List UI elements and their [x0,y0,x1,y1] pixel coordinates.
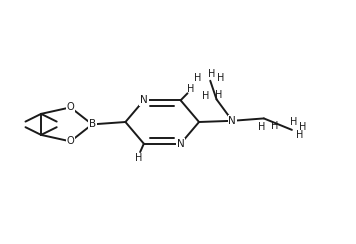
Text: H: H [188,84,195,94]
Text: H: H [217,73,224,83]
Text: H: H [215,90,222,100]
Text: B: B [89,119,96,129]
Text: H: H [296,130,303,140]
Text: O: O [67,136,74,146]
Text: H: H [271,121,278,131]
Text: H: H [201,92,209,102]
Text: H: H [290,117,297,127]
Text: H: H [194,73,201,83]
Text: N: N [177,139,184,149]
Text: N: N [140,95,148,105]
Text: O: O [67,102,74,112]
Text: H: H [135,152,142,163]
Text: H: H [208,69,216,79]
Text: H: H [258,122,266,132]
Text: H: H [299,122,306,132]
Text: N: N [229,116,236,126]
